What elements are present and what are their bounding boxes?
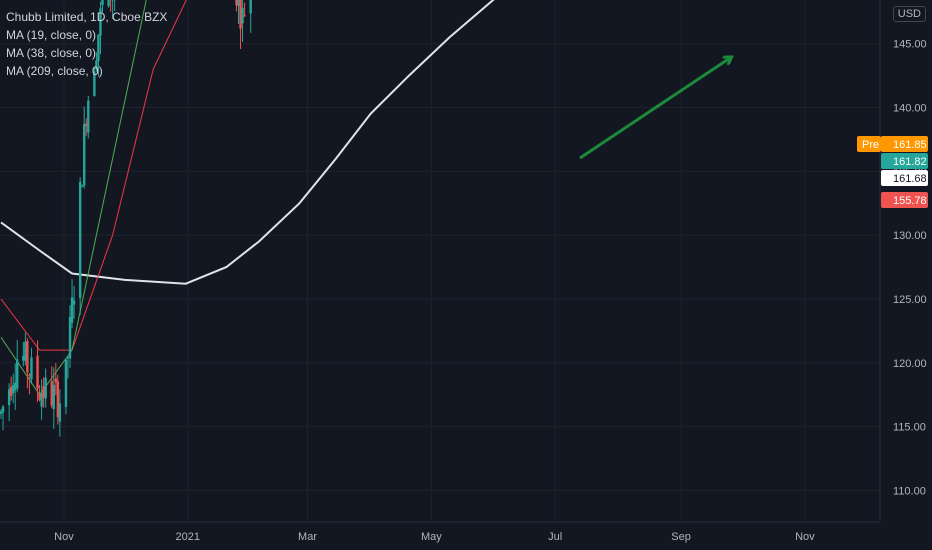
crosshair-price-tag: 161.68 [893,173,927,185]
ma209-line [0,0,495,285]
candle-body [64,359,68,407]
stop-price-tag: 155.78 [893,195,927,207]
candle-body [83,123,86,186]
crosshair-price-tag-bg [881,170,928,186]
candle-body [36,355,39,389]
grid [0,0,880,522]
candle-body [38,394,41,400]
y-tick-label: 120.00 [893,358,927,370]
y-tick-label: 140.00 [893,103,927,115]
candle-body [28,374,31,376]
ma19-label: MA (19, close, 0) [6,28,97,42]
candle-body [30,357,33,380]
candle-body [81,186,84,188]
candle-body [101,0,104,6]
candle-body [97,34,100,61]
candle-body [239,0,242,29]
price-axis-bg [880,0,932,550]
x-tick-label: Mar [298,531,317,543]
candle-body [249,0,252,14]
candle-body [11,385,15,394]
candle-body [0,411,3,415]
candle-body [40,393,43,407]
candle-body [22,355,25,361]
chart-legend: Chubb Limited, 1D, Cboe BZX MA (19, clos… [6,8,167,80]
ma38-label: MA (38, close, 0) [6,46,97,60]
pre-badge: Pre [862,139,879,151]
ma19-line [0,0,147,396]
last-price-tag-bg [881,153,928,169]
candle-body [235,0,238,6]
candle-body [14,382,17,391]
candle-body [107,0,110,7]
candle-body [70,297,74,323]
y-tick-label: 145.00 [893,39,927,51]
x-tick-label: Jul [548,531,562,543]
candle-body [241,7,244,24]
chart-title: Chubb Limited, 1D, Cboe BZX [6,10,168,24]
candle-body [7,389,11,406]
candle-body [72,300,76,305]
y-tick-label: 130.00 [893,230,927,242]
ma209-label: MA (209, close, 0) [6,64,103,78]
x-tick-label: 2021 [176,531,200,543]
overlay [579,58,730,160]
candle-body [66,357,70,359]
moving-averages [0,0,495,396]
x-tick-label: Nov [54,531,74,543]
candle-body [99,8,102,36]
candles [0,0,252,437]
stop-price-tag-bg [881,192,928,208]
x-tick-label: May [421,531,442,543]
candle-body [44,377,47,399]
currency-button[interactable]: USD [892,6,926,22]
candle-body [243,15,246,17]
candle-body [237,0,240,7]
candle-body [9,386,13,396]
candle-body [95,60,98,70]
last-price-tag: 161.82 [893,156,927,168]
y-tick-label: 125.00 [893,294,927,306]
pre-price-tag: 161.85 [893,139,927,151]
x-tick-label: Sep [671,531,691,543]
candle-body [85,123,88,126]
pre-badge-bg [857,136,881,152]
candle-body [58,403,62,422]
candle-body [56,381,60,418]
y-tick-label: 110.00 [893,486,926,498]
candle-body [93,71,96,97]
candle-body [50,381,53,406]
y-tick-label: 115.00 [893,422,926,434]
candle-body [87,100,90,133]
x-tick-label: Nov [795,531,815,543]
candle-body [78,181,82,298]
candle-body [42,386,45,398]
candle-body [16,359,19,389]
trend-arrow [579,58,730,160]
candle-body [26,341,29,373]
candle-body [68,317,72,359]
candle-body [24,341,27,361]
candle-body [1,406,5,413]
pre-price-tag-bg [881,136,928,152]
ma38-line [0,0,187,351]
candle-body [52,384,55,410]
candle-body [54,378,58,383]
